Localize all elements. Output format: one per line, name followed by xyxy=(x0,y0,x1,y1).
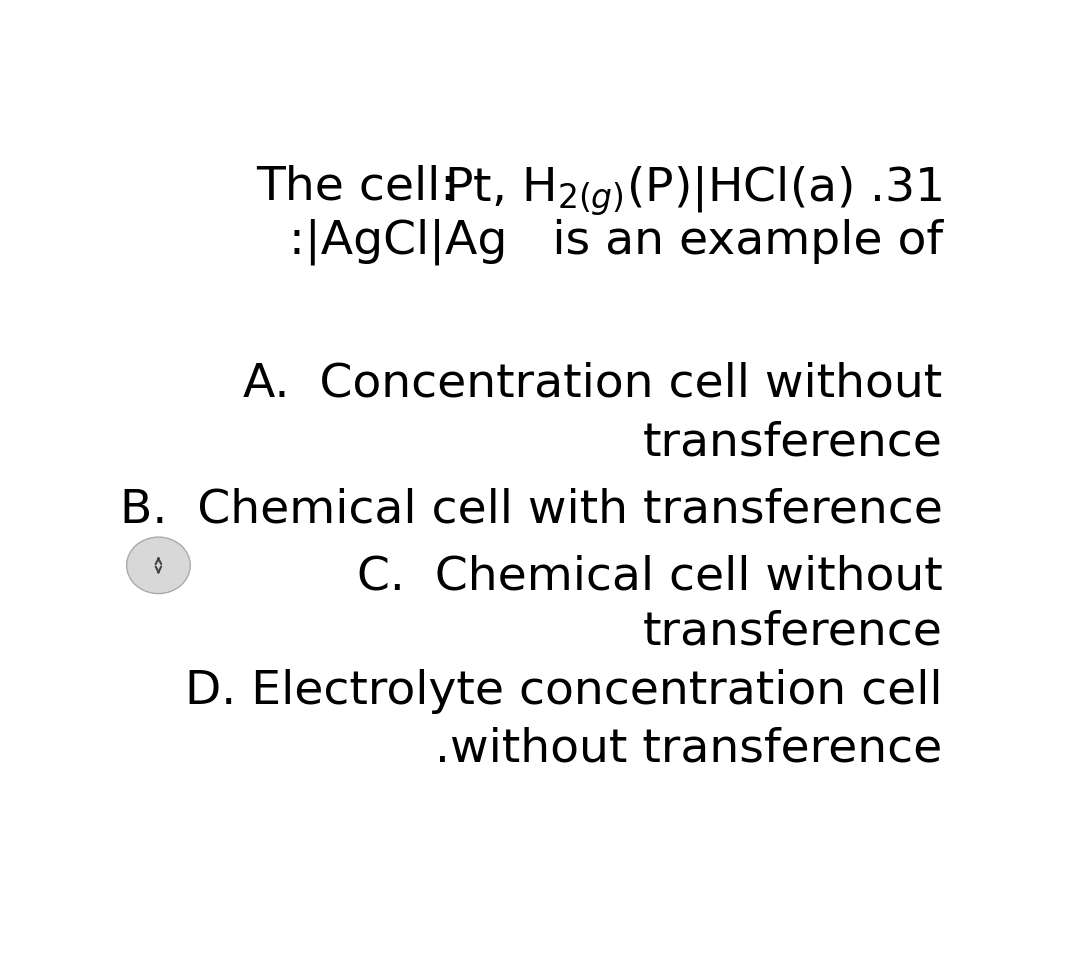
Text: :|AgCl|Ag   is an example of: :|AgCl|Ag is an example of xyxy=(288,218,943,264)
Text: transference: transference xyxy=(643,610,943,655)
Text: C.  Chemical cell without: C. Chemical cell without xyxy=(357,554,943,599)
Text: A.  Concentration cell without: A. Concentration cell without xyxy=(243,361,943,406)
Text: The cell:: The cell: xyxy=(256,164,457,209)
Text: D. Electrolyte concentration cell: D. Electrolyte concentration cell xyxy=(185,670,943,714)
Text: Pt, H$_{2(g)}$(P)|HCl(a) .31: Pt, H$_{2(g)}$(P)|HCl(a) .31 xyxy=(444,164,943,217)
Text: .without transference: .without transference xyxy=(435,727,943,772)
Text: transference: transference xyxy=(643,421,943,465)
Text: B.  Chemical cell with transference: B. Chemical cell with transference xyxy=(120,487,943,533)
Circle shape xyxy=(126,538,190,593)
